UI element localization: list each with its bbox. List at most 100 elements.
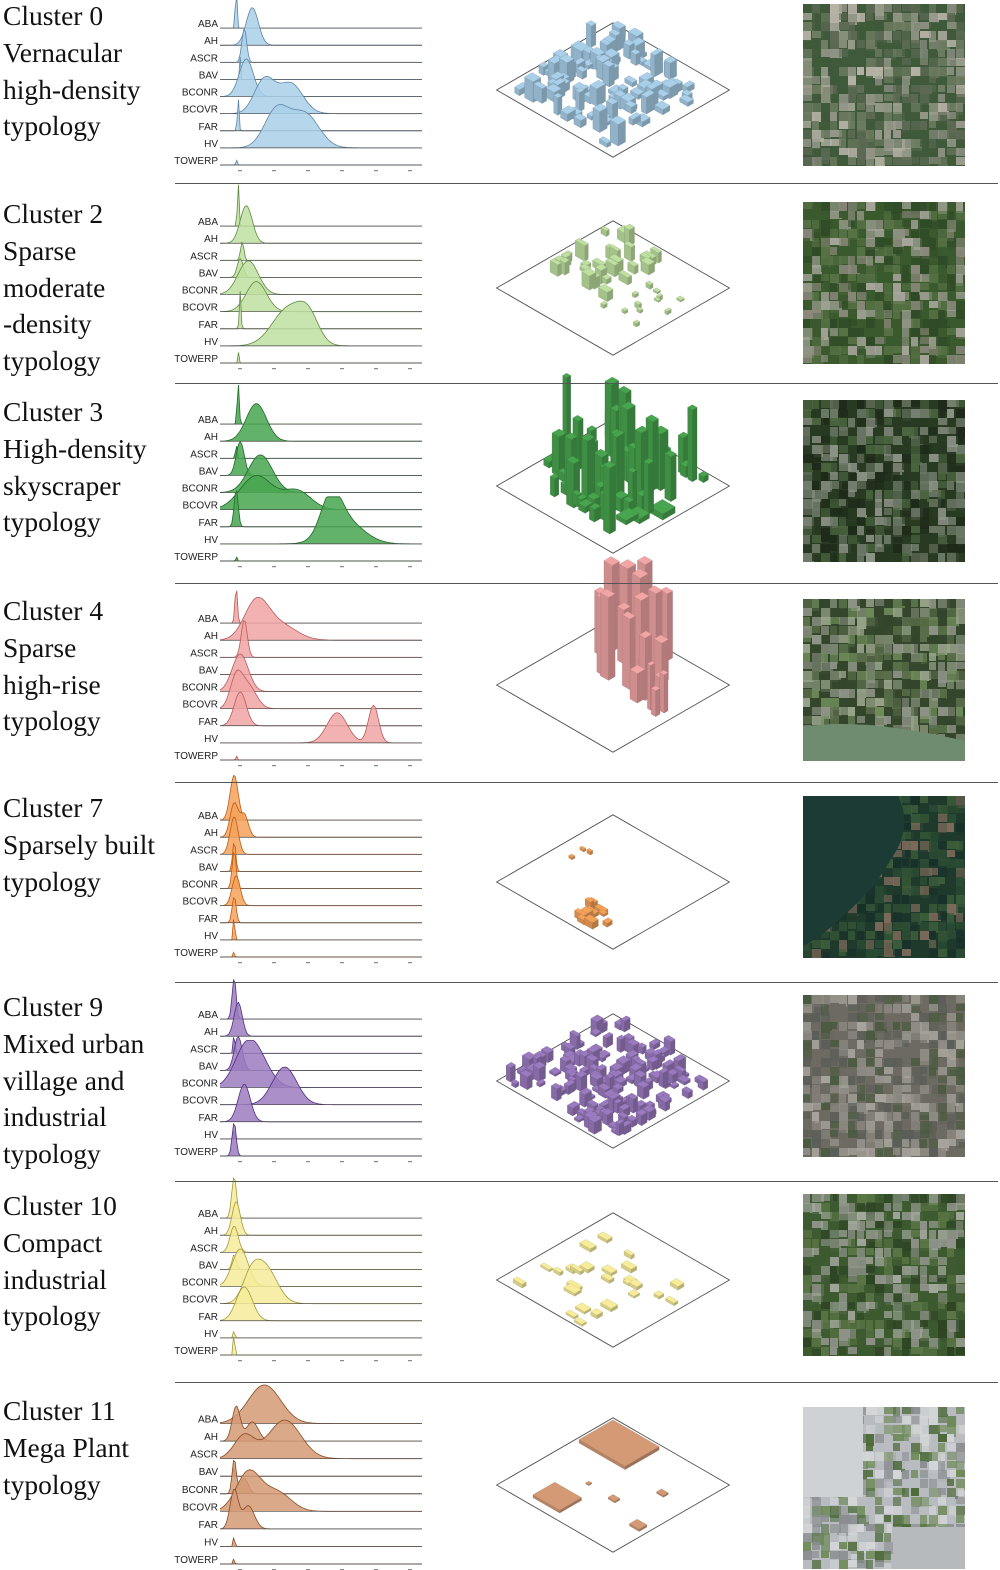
density-area xyxy=(220,76,422,114)
ridge-row-ah: AH xyxy=(204,596,422,642)
aerial-photo-icon xyxy=(803,796,965,958)
ridge-row-ascr: ASCR xyxy=(190,1225,422,1254)
building-block xyxy=(589,79,606,107)
metric-label: HV xyxy=(204,1329,218,1340)
ridge-plot: ABA AH ASCR BAV BCONR BCOVR FAR HV TOWERP xyxy=(174,0,422,172)
building-block xyxy=(645,280,654,290)
ridge-row-bcovr: BCOVR xyxy=(182,1258,422,1306)
axis-tick xyxy=(272,765,276,767)
metric-label: BCONR xyxy=(182,1278,218,1289)
building-block xyxy=(549,473,560,498)
building-block xyxy=(574,1317,587,1327)
ridge-row-bcovr: BCOVR xyxy=(182,75,422,116)
ridge-row-bcovr: BCOVR xyxy=(182,475,422,512)
building-block xyxy=(578,498,593,514)
axis-tick xyxy=(306,170,310,172)
metric-label: HV xyxy=(204,139,218,150)
building-block xyxy=(679,94,694,107)
metric-label: ASCR xyxy=(190,845,218,856)
density-area xyxy=(220,979,422,1020)
ridge-row-ah: AH xyxy=(204,7,422,47)
building-block xyxy=(568,853,576,861)
density-outline xyxy=(220,1330,422,1339)
cluster-2-row: Cluster 2 Sparse moderate -density typology A… xyxy=(0,184,1000,376)
density-area xyxy=(220,496,422,544)
cluster-label-line: skyscraper xyxy=(3,469,121,501)
ridge-row-ascr: ASCR xyxy=(190,816,422,856)
density-area xyxy=(220,1002,422,1037)
cluster-label-line: Mega Plant xyxy=(3,1431,130,1463)
cluster-label-line: Sparse xyxy=(3,234,77,266)
ridge-row-hv: HV xyxy=(204,919,422,942)
cluster-0-row: Cluster 0 Vernacular high-density typology A… xyxy=(0,0,1000,172)
cluster-label: Cluster 7 Sparsely built typology xyxy=(3,790,175,900)
cluster-label-line: typology xyxy=(3,865,101,897)
row-separator xyxy=(175,1382,998,1383)
ridge-row-ah: AH xyxy=(204,1001,422,1038)
density-area xyxy=(220,705,422,743)
building-block xyxy=(653,296,662,303)
density-area xyxy=(220,1084,422,1122)
ridge-row-bav: BAV xyxy=(199,440,422,477)
density-area xyxy=(220,817,422,855)
building-model-group xyxy=(495,556,731,753)
density-area xyxy=(220,403,422,442)
building-block xyxy=(659,669,669,714)
ridge-row-ah: AH xyxy=(204,205,422,245)
building-block xyxy=(636,306,644,314)
metric-label: ASCR xyxy=(190,251,218,262)
metric-label: TOWERP xyxy=(174,1147,218,1158)
density-outline xyxy=(220,556,422,562)
density-outline xyxy=(220,1129,422,1140)
ridge-row-far: FAR xyxy=(199,691,422,728)
building-block xyxy=(551,428,567,477)
metric-label: BCONR xyxy=(182,88,218,99)
building-block xyxy=(687,404,698,483)
axis-tick xyxy=(374,368,378,370)
satellite-image xyxy=(803,1194,965,1356)
ridge-row-aba: ABA xyxy=(198,978,422,1021)
density-area xyxy=(220,1336,422,1355)
building-model xyxy=(495,373,731,554)
ridge-plot: ABA AH ASCR BAV BCONR BCOVR FAR HV TOWERP xyxy=(174,1177,422,1362)
density-area xyxy=(220,876,422,906)
metric-label: ABA xyxy=(198,1209,218,1220)
metric-label: ABA xyxy=(198,217,218,228)
density-outline xyxy=(220,1558,422,1565)
density-area xyxy=(220,59,422,97)
density-outline xyxy=(220,1177,422,1219)
cluster-label-line: Cluster 9 xyxy=(3,991,104,1022)
axis-tick xyxy=(306,962,310,964)
cluster-label-line: High-density xyxy=(3,432,147,464)
metric-label: FAR xyxy=(199,914,218,925)
row-separator xyxy=(175,583,998,584)
density-outline xyxy=(219,1225,422,1253)
building-block xyxy=(578,1419,660,1470)
site-boundary xyxy=(495,1417,731,1553)
ridge-row-hv: HV xyxy=(204,1536,422,1548)
density-area xyxy=(220,852,422,889)
ridge-row-towerp: TOWERP xyxy=(174,552,422,563)
density-area xyxy=(220,1469,422,1512)
row-separator xyxy=(175,782,998,783)
building-block xyxy=(615,507,639,526)
ridge-row-aba: ABA xyxy=(198,1177,422,1220)
building-block xyxy=(656,1488,669,1498)
building-block xyxy=(569,1029,581,1050)
building-block xyxy=(697,1076,709,1091)
building-block xyxy=(630,87,645,100)
building-block xyxy=(574,238,589,262)
density-outline xyxy=(219,875,422,907)
satellite-image xyxy=(803,796,965,958)
density-area xyxy=(220,1538,422,1547)
ridge-row-towerp: TOWERP xyxy=(174,156,422,167)
density-outline xyxy=(220,851,422,889)
axis-tick xyxy=(408,1161,412,1163)
building-block xyxy=(681,1086,693,1099)
building-block xyxy=(573,113,587,129)
building-block xyxy=(598,283,614,302)
cluster-10-row: Cluster 10 Compact industrial typology ABA AH… xyxy=(0,1177,1000,1362)
metric-label: BCOVR xyxy=(182,1096,218,1107)
ridge-row-far: FAR xyxy=(199,291,422,331)
density-area xyxy=(220,897,422,923)
